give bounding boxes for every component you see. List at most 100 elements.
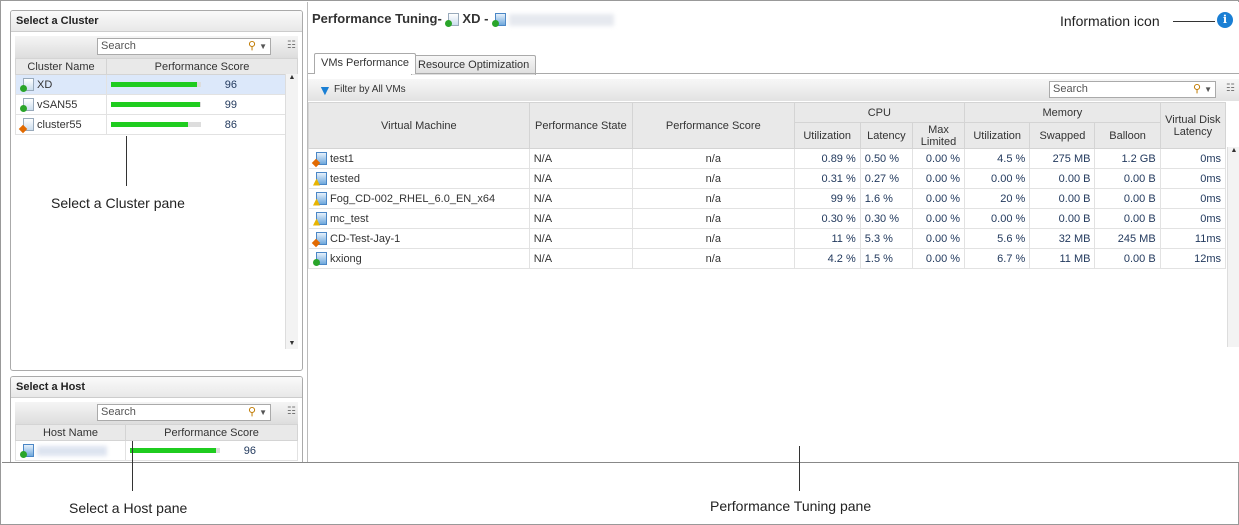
cluster-row[interactable]: XD 96 xyxy=(15,74,298,95)
cpu-util-cell: 99 % xyxy=(793,188,861,209)
disk-cell: 0ms xyxy=(1159,188,1227,209)
mem-util-cell: 0.00 % xyxy=(964,208,1031,229)
host-row[interactable]: 96 xyxy=(15,440,298,461)
cluster-name: XD xyxy=(37,78,53,91)
column-settings-icon[interactable]: ☷ xyxy=(287,40,296,51)
column-header[interactable]: Max Limited xyxy=(911,122,966,149)
filter-button[interactable]: Filter by All VMs xyxy=(334,84,406,95)
filter-icon[interactable]: ▼ xyxy=(318,82,332,98)
scroll-down-icon[interactable]: ▼ xyxy=(288,340,296,347)
column-header[interactable]: Performance Score xyxy=(125,424,298,441)
annotation-host-pane: Select a Host pane xyxy=(69,500,188,516)
column-header[interactable]: Utilization xyxy=(793,122,861,149)
search-icon[interactable]: ⚲ xyxy=(1192,83,1201,95)
chevron-down-icon[interactable]: ▼ xyxy=(259,42,267,51)
column-header[interactable]: Latency xyxy=(859,122,913,149)
cpu-lat-cell: 1.5 % xyxy=(859,248,913,269)
vm-status-icon xyxy=(311,151,327,167)
mem-swap-cell: 11 MB xyxy=(1029,248,1096,269)
vm-search-input[interactable]: Search ⚲ ▼ xyxy=(1049,81,1216,98)
chevron-down-icon[interactable]: ▼ xyxy=(259,408,267,417)
column-header[interactable]: Performance Score xyxy=(106,58,298,75)
state-cell: N/A xyxy=(528,168,634,189)
score-value: 99 xyxy=(224,98,237,111)
column-header[interactable]: Swapped xyxy=(1029,122,1096,149)
cpu-lat-cell: 1.6 % xyxy=(859,188,913,209)
column-settings-icon[interactable]: ☷ xyxy=(287,406,296,417)
cluster-icon xyxy=(445,12,460,27)
vm-name: CD-Test-Jay-1 xyxy=(330,232,401,245)
score-cell: 86 xyxy=(106,114,298,135)
mem-balloon-cell: 1.2 GB xyxy=(1094,148,1161,169)
score-bar xyxy=(111,82,201,88)
pane-title: Select a Host xyxy=(11,377,302,398)
vm-row[interactable]: mc_test N/A n/a 0.30 % 0.30 % 0.00 % 0.00 % 0.0… xyxy=(308,208,1227,229)
page-title: Performance Tuning- XD - xyxy=(312,11,615,27)
group-header-cpu: CPU xyxy=(793,102,966,123)
cluster-row[interactable]: vSAN55 99 xyxy=(15,94,298,115)
column-header[interactable]: Virtual Disk Latency xyxy=(1159,102,1227,149)
information-icon[interactable]: i xyxy=(1217,12,1233,28)
cpu-max-cell: 0.00 % xyxy=(911,148,966,169)
vm-scrollbar[interactable]: ▲ xyxy=(1227,147,1239,347)
state-cell: N/A xyxy=(528,188,634,209)
vm-row[interactable]: tested N/A n/a 0.31 % 0.27 % 0.00 % 0.00 % 0.00… xyxy=(308,168,1227,189)
vm-row[interactable]: kxiong N/A n/a 4.2 % 1.5 % 0.00 % 6.7 % 11 MB 0.… xyxy=(308,248,1227,269)
vm-name: test1 xyxy=(330,152,354,165)
score-value: 96 xyxy=(224,78,237,91)
disk-cell: 11ms xyxy=(1159,228,1227,249)
cluster-name: XD xyxy=(462,11,481,26)
cpu-util-cell: 0.31 % xyxy=(793,168,861,189)
mem-util-cell: 20 % xyxy=(964,188,1031,209)
cluster-search-input[interactable]: Search ⚲ ▼ xyxy=(97,38,271,55)
score-bar xyxy=(111,122,201,128)
host-search-input[interactable]: Search ⚲ ▼ xyxy=(97,404,271,421)
vm-row[interactable]: Fog_CD-002_RHEL_6.0_EN_x64 N/A n/a 99 % 1.6 … xyxy=(308,188,1227,209)
tab-vms-performance[interactable]: VMs Performance xyxy=(314,53,417,74)
column-header[interactable]: Utilization xyxy=(964,122,1031,149)
cluster-row[interactable]: cluster55 86 xyxy=(15,114,298,135)
grid-toolbar: ▼ Filter by All VMs Search ⚲ ▼ ☷ xyxy=(308,79,1239,101)
tab-resource-optimization[interactable]: Resource Optimization xyxy=(411,55,537,75)
cluster-name: cluster55 xyxy=(37,118,82,131)
title-text: Performance Tuning- xyxy=(312,11,442,26)
performance-tuning-pane: Performance Tuning- XD - i VMs Performan… xyxy=(307,2,1239,462)
column-header[interactable]: Performance State xyxy=(528,102,634,149)
cpu-util-cell: 0.30 % xyxy=(793,208,861,229)
score-value: 96 xyxy=(243,444,256,457)
cpu-max-cell: 0.00 % xyxy=(911,188,966,209)
disk-cell: 0ms xyxy=(1159,148,1227,169)
select-cluster-pane: Select a Cluster Search ⚲ ▼ ☷ Cluster Name… xyxy=(10,10,303,371)
host-table: Host Name Performance Score 96 xyxy=(15,424,298,461)
cluster-table: Cluster Name Performance Score XD 96 vSAN55… xyxy=(15,58,298,135)
chevron-down-icon[interactable]: ▼ xyxy=(1204,85,1212,94)
host-status-icon xyxy=(20,443,34,458)
mem-swap-cell: 275 MB xyxy=(1029,148,1096,169)
column-header[interactable]: Host Name xyxy=(15,424,126,441)
scrollbar[interactable]: ▲ ▼ xyxy=(285,74,298,349)
state-cell: N/A xyxy=(528,228,634,249)
scroll-up-icon[interactable]: ▲ xyxy=(1230,147,1238,154)
cpu-max-cell: 0.00 % xyxy=(911,168,966,189)
cluster-status-icon xyxy=(18,117,34,133)
score-cell: 96 xyxy=(106,74,298,95)
column-header[interactable]: Virtual Machine xyxy=(308,102,530,149)
scroll-up-icon[interactable]: ▲ xyxy=(288,74,296,81)
score-cell: n/a xyxy=(632,148,795,169)
search-icon[interactable]: ⚲ xyxy=(247,406,256,418)
host-icon xyxy=(492,12,507,27)
column-header[interactable]: Performance Score xyxy=(632,102,795,149)
mem-swap-cell: 0.00 B xyxy=(1029,208,1096,229)
cpu-util-cell: 0.89 % xyxy=(793,148,861,169)
search-icon[interactable]: ⚲ xyxy=(247,40,256,52)
blurred-host-name xyxy=(509,13,615,26)
vm-row[interactable]: test1 N/A n/a 0.89 % 0.50 % 0.00 % 4.5 % 275 MB… xyxy=(308,148,1227,169)
column-settings-icon[interactable]: ☷ xyxy=(1226,83,1235,94)
cpu-util-cell: 11 % xyxy=(793,228,861,249)
vm-row[interactable]: CD-Test-Jay-1 N/A n/a 11 % 5.3 % 0.00 % 5.6 % 3… xyxy=(308,228,1227,249)
column-header[interactable]: Balloon xyxy=(1094,122,1161,149)
toolbar: Search ⚲ ▼ ☷ xyxy=(15,36,298,58)
column-header[interactable]: Cluster Name xyxy=(15,58,107,75)
name-cell: XD xyxy=(15,74,107,95)
score-bar xyxy=(111,102,201,108)
